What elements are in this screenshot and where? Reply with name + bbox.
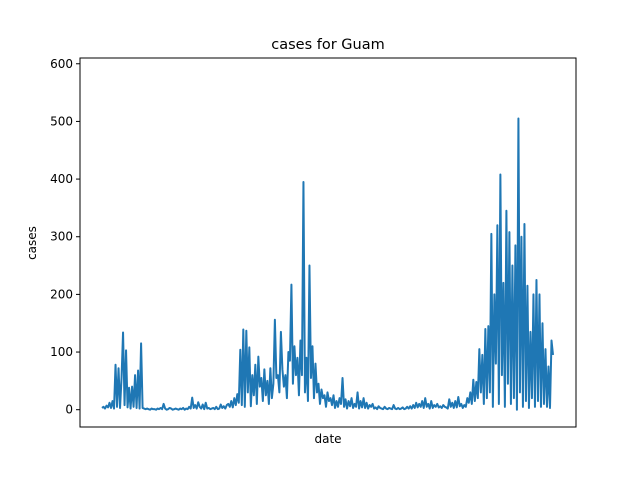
y-tick-label: 600 [50, 57, 73, 71]
y-tick-label: 100 [50, 345, 73, 359]
y-axis: 0 100 200 300 400 500 600 [50, 57, 80, 417]
axes-frame [79, 57, 577, 428]
y-axis-label: cases [25, 226, 39, 260]
x-axis-label: date [314, 432, 341, 446]
y-tick-label: 200 [50, 287, 73, 301]
plot-area [101, 117, 554, 411]
series-line-cases [101, 117, 554, 411]
y-tick-label: 400 [50, 172, 73, 186]
y-tick-label: 300 [50, 230, 73, 244]
chart-title: cases for Guam [271, 37, 384, 53]
y-tick-label: 0 [65, 403, 73, 417]
y-tick-label: 500 [50, 114, 73, 128]
